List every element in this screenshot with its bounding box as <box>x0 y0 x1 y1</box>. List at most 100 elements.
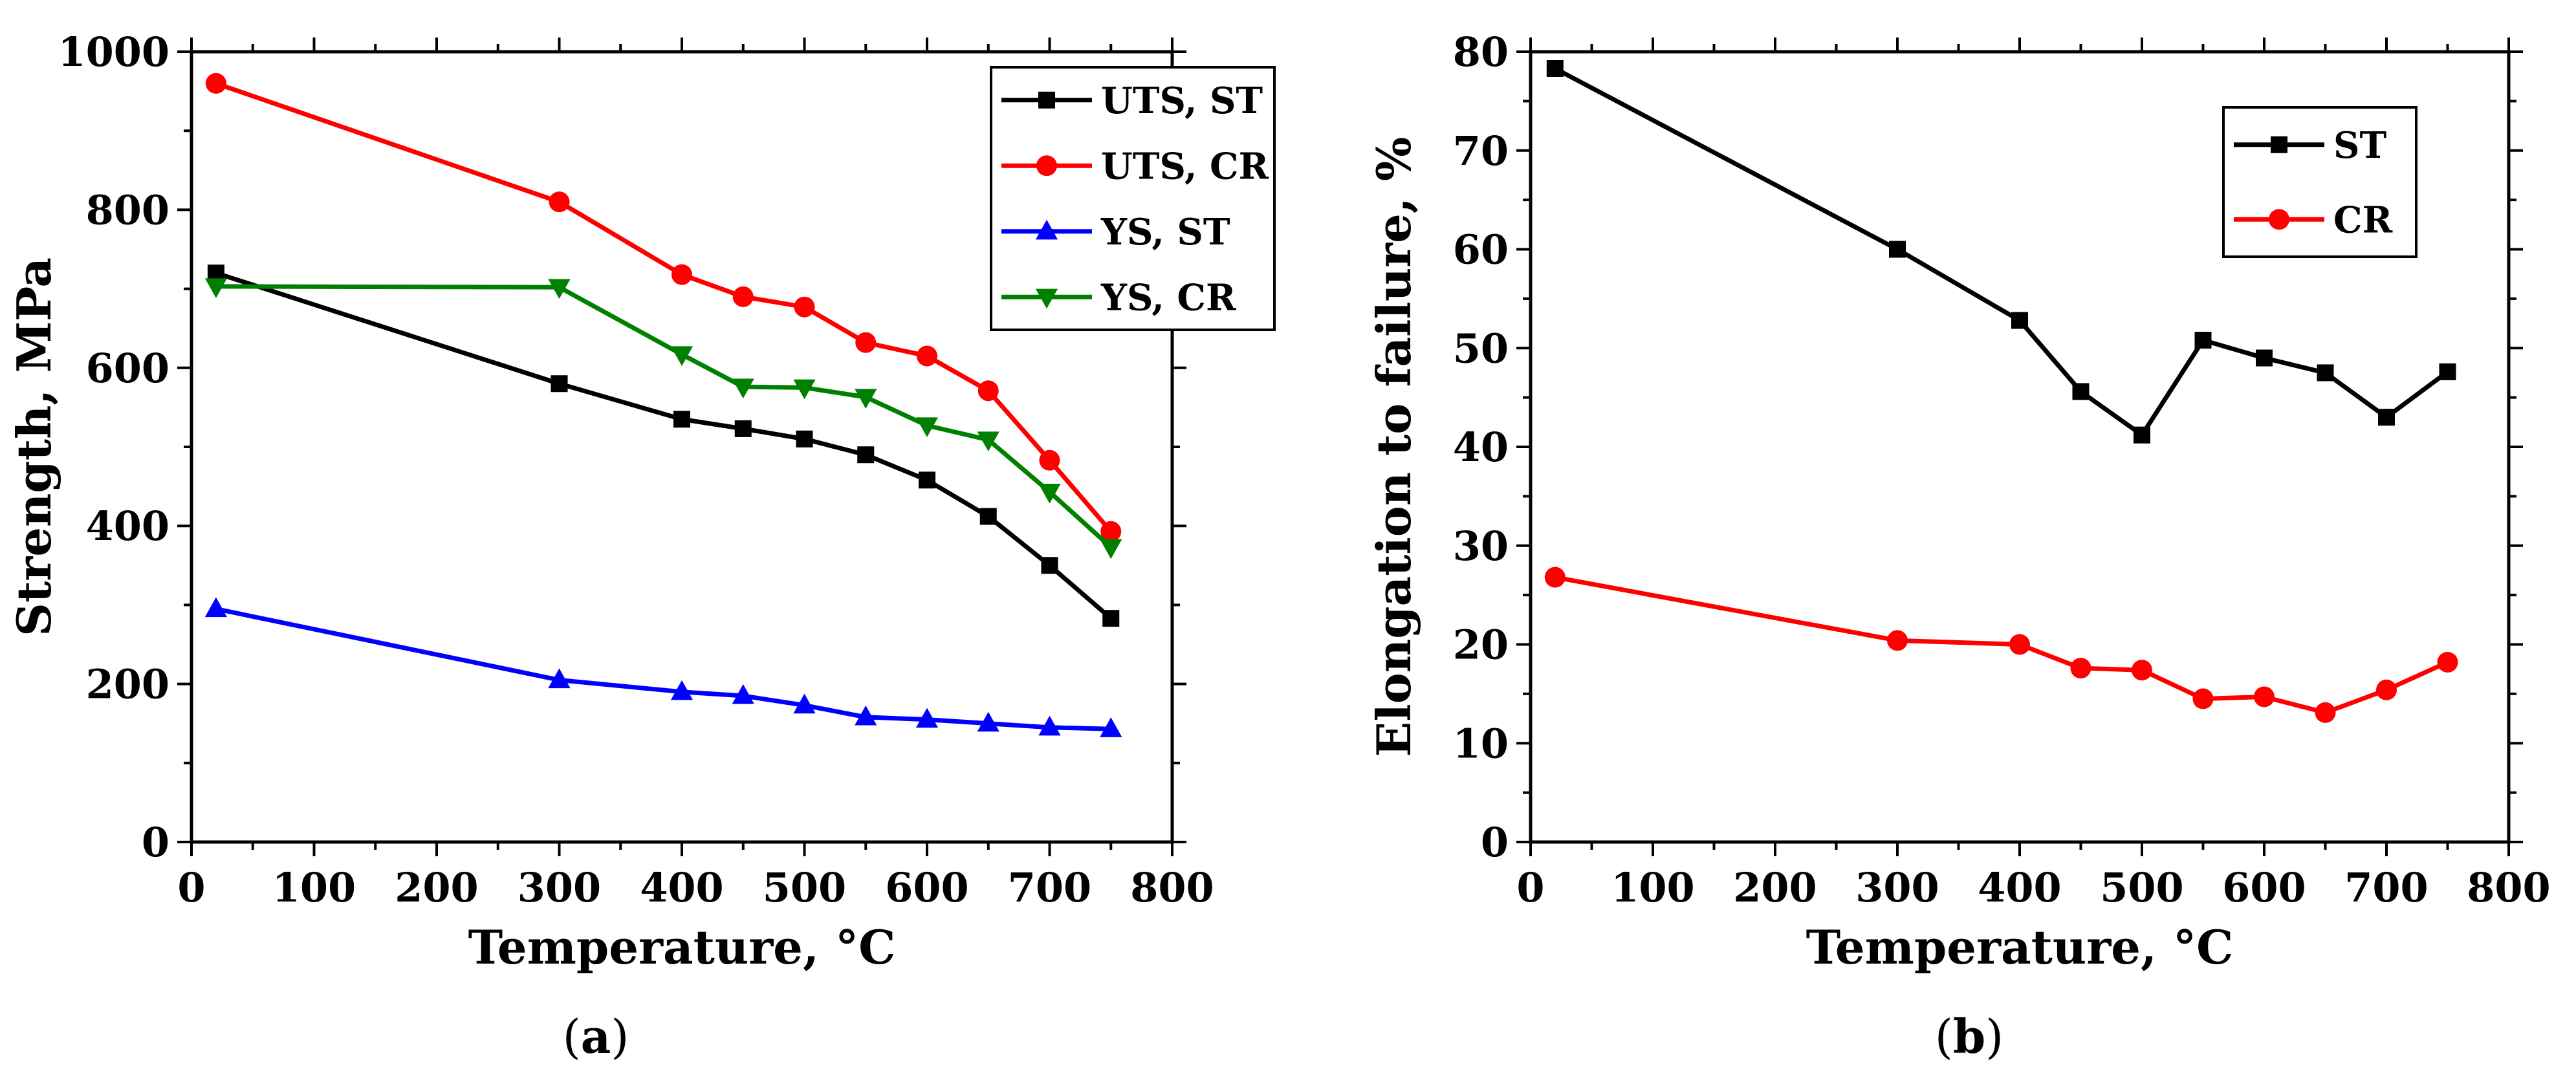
chart-a-data-point <box>1041 557 1058 574</box>
chart-a-x-tick-label: 700 <box>1008 864 1091 911</box>
chart-b-x-tick-label: 700 <box>2344 864 2428 911</box>
chart-a-data-point <box>732 684 754 704</box>
chart-a-data-point <box>855 705 877 726</box>
caption-b: (b) <box>1935 1009 2004 1064</box>
chart-a-data-point <box>979 508 997 525</box>
chart-b-y-tick-label: 50 <box>1453 325 1509 372</box>
chart-b-data-point <box>2192 688 2214 709</box>
chart-b-data-point <box>1546 59 1564 77</box>
caption-b-letter: b <box>1953 1009 1985 1064</box>
chart-a-legend-swatch-marker <box>1035 219 1058 240</box>
chart-b-data-point <box>2254 686 2275 707</box>
chart-a-data-point <box>1100 521 1122 542</box>
chart-b-x-tick-label: 500 <box>2100 864 2183 911</box>
chart-b-y-axis-label: Elongation to failure, % <box>1366 137 1421 757</box>
chart-b-data-point <box>2070 658 2091 679</box>
chart-a-data-point <box>205 72 226 94</box>
chart-b-y-tick-label: 20 <box>1453 621 1509 669</box>
caption-a-close: ) <box>611 1010 629 1064</box>
chart-a-data-point <box>794 296 815 318</box>
chart-b-y-tick-label: 10 <box>1453 720 1509 767</box>
chart-a-legend-swatch-marker <box>1035 288 1058 309</box>
chart-a-x-tick-label: 400 <box>640 864 723 911</box>
chart-a-data-point <box>671 264 692 285</box>
panel-b-elongation-chart: 0 100 200 300 400 500 600 700 800 0 10 20 30 40 50 60 70… <box>1366 28 2551 975</box>
chart-a-data-point <box>204 597 227 618</box>
chart-b-data-point <box>1544 567 1566 588</box>
chart-a-data-point <box>855 332 877 353</box>
chart-a-data-point <box>1102 610 1120 627</box>
caption-a-letter: a <box>581 1009 611 1064</box>
chart-a-y-tick-label: 600 <box>86 345 169 392</box>
chart-b-data-point <box>2009 634 2030 655</box>
chart-b-x-tick-label: 400 <box>1978 864 2061 911</box>
chart-a-data-point <box>977 380 999 402</box>
chart-b-data-point <box>2132 660 2152 681</box>
chart-b-series-line <box>1554 66 2449 438</box>
chart-a-y-tick-label: 0 <box>142 819 169 866</box>
chart-a-data-point <box>917 345 937 367</box>
chart-b-data-point <box>2072 383 2090 400</box>
chart-b-y-tick-label: 0 <box>1481 819 1509 866</box>
chart-a-series-0 <box>207 265 1120 627</box>
chart-a-data-point <box>915 707 939 728</box>
chart-a-data-point <box>549 191 570 213</box>
chart-a-legend-label: UTS, CR <box>1101 145 1269 188</box>
chart-a-series-3 <box>204 278 1122 559</box>
chart-b-data-point <box>1887 630 1908 651</box>
chart-a-data-point <box>855 389 877 409</box>
chart-b-data-point <box>2439 363 2456 380</box>
chart-b-data-point <box>2194 332 2212 349</box>
chart-a-data-point <box>915 417 939 438</box>
chart-a-data-point <box>1038 484 1061 504</box>
chart-b-y-tick-label: 80 <box>1453 28 1509 76</box>
chart-a-legend-swatch-marker <box>1038 91 1055 109</box>
chart-a-x-axis-label: Temperature, °C <box>468 920 896 975</box>
chart-b-legend-label: CR <box>2333 199 2393 241</box>
chart-b-data-point <box>2256 349 2273 367</box>
chart-a-data-point <box>548 279 571 299</box>
chart-a-data-point <box>732 378 754 399</box>
chart-a-data-point <box>857 446 875 464</box>
chart-b-x-tick-label: 800 <box>2467 864 2550 911</box>
chart-a-x-tick-label: 0 <box>177 864 205 911</box>
chart-a-data-point <box>1039 449 1060 471</box>
chart-a-series-2 <box>204 597 1122 737</box>
chart-a-data-point <box>732 286 754 307</box>
chart-a-data-point <box>204 278 227 298</box>
chart-b-series-0 <box>1546 59 2456 444</box>
chart-a-data-point <box>919 471 935 489</box>
chart-b-legend-frame <box>2222 106 2418 258</box>
chart-b-data-point <box>2378 409 2395 426</box>
chart-a-legend-label: YS, CR <box>1100 276 1236 319</box>
chart-a-series-line <box>215 270 1113 620</box>
chart-b-data-point <box>2317 364 2334 382</box>
caption-a-open: ( <box>563 1010 581 1064</box>
chart-a-y-tick-label: 1000 <box>58 28 169 76</box>
chart-b-data-point <box>1889 241 1906 258</box>
chart-a-legend: UTS, ST UTS, CR YS, ST YS, CR <box>990 66 1276 331</box>
chart-a-x-tick-label: 100 <box>272 864 356 911</box>
chart-b-data-point <box>2437 651 2458 673</box>
chart-a-legend-frame <box>990 66 1276 331</box>
chart-a-data-point <box>793 693 816 714</box>
chart-b-x-tick-label: 100 <box>1611 864 1694 911</box>
chart-a-x-tick-label: 800 <box>1130 864 1214 911</box>
chart-a-x-tick-label: 500 <box>763 864 846 911</box>
chart-b-legend-swatch-marker <box>2271 136 2287 153</box>
caption-a: (a) <box>563 1009 629 1064</box>
chart-b-x-axis-label: Temperature, °C <box>1806 920 2234 975</box>
chart-a-data-point <box>734 420 752 437</box>
chart-b-y-tick-label: 70 <box>1453 127 1509 175</box>
chart-a-data-point <box>673 411 690 428</box>
chart-b-x-tick-label: 0 <box>1516 864 1544 911</box>
caption-b-open: ( <box>1935 1010 1953 1064</box>
chart-a-x-tick-label: 600 <box>885 864 968 911</box>
chart-a-data-point <box>796 430 813 448</box>
chart-a-y-tick-label: 200 <box>86 661 169 708</box>
chart-a-y-tick-label: 800 <box>86 186 169 233</box>
chart-a-legend-label: UTS, ST <box>1101 80 1263 122</box>
chart-b-legend-swatch-marker <box>2269 209 2289 230</box>
chart-b-x-tick-label: 600 <box>2222 864 2306 911</box>
chart-a-legend-swatch-marker <box>1036 155 1057 177</box>
